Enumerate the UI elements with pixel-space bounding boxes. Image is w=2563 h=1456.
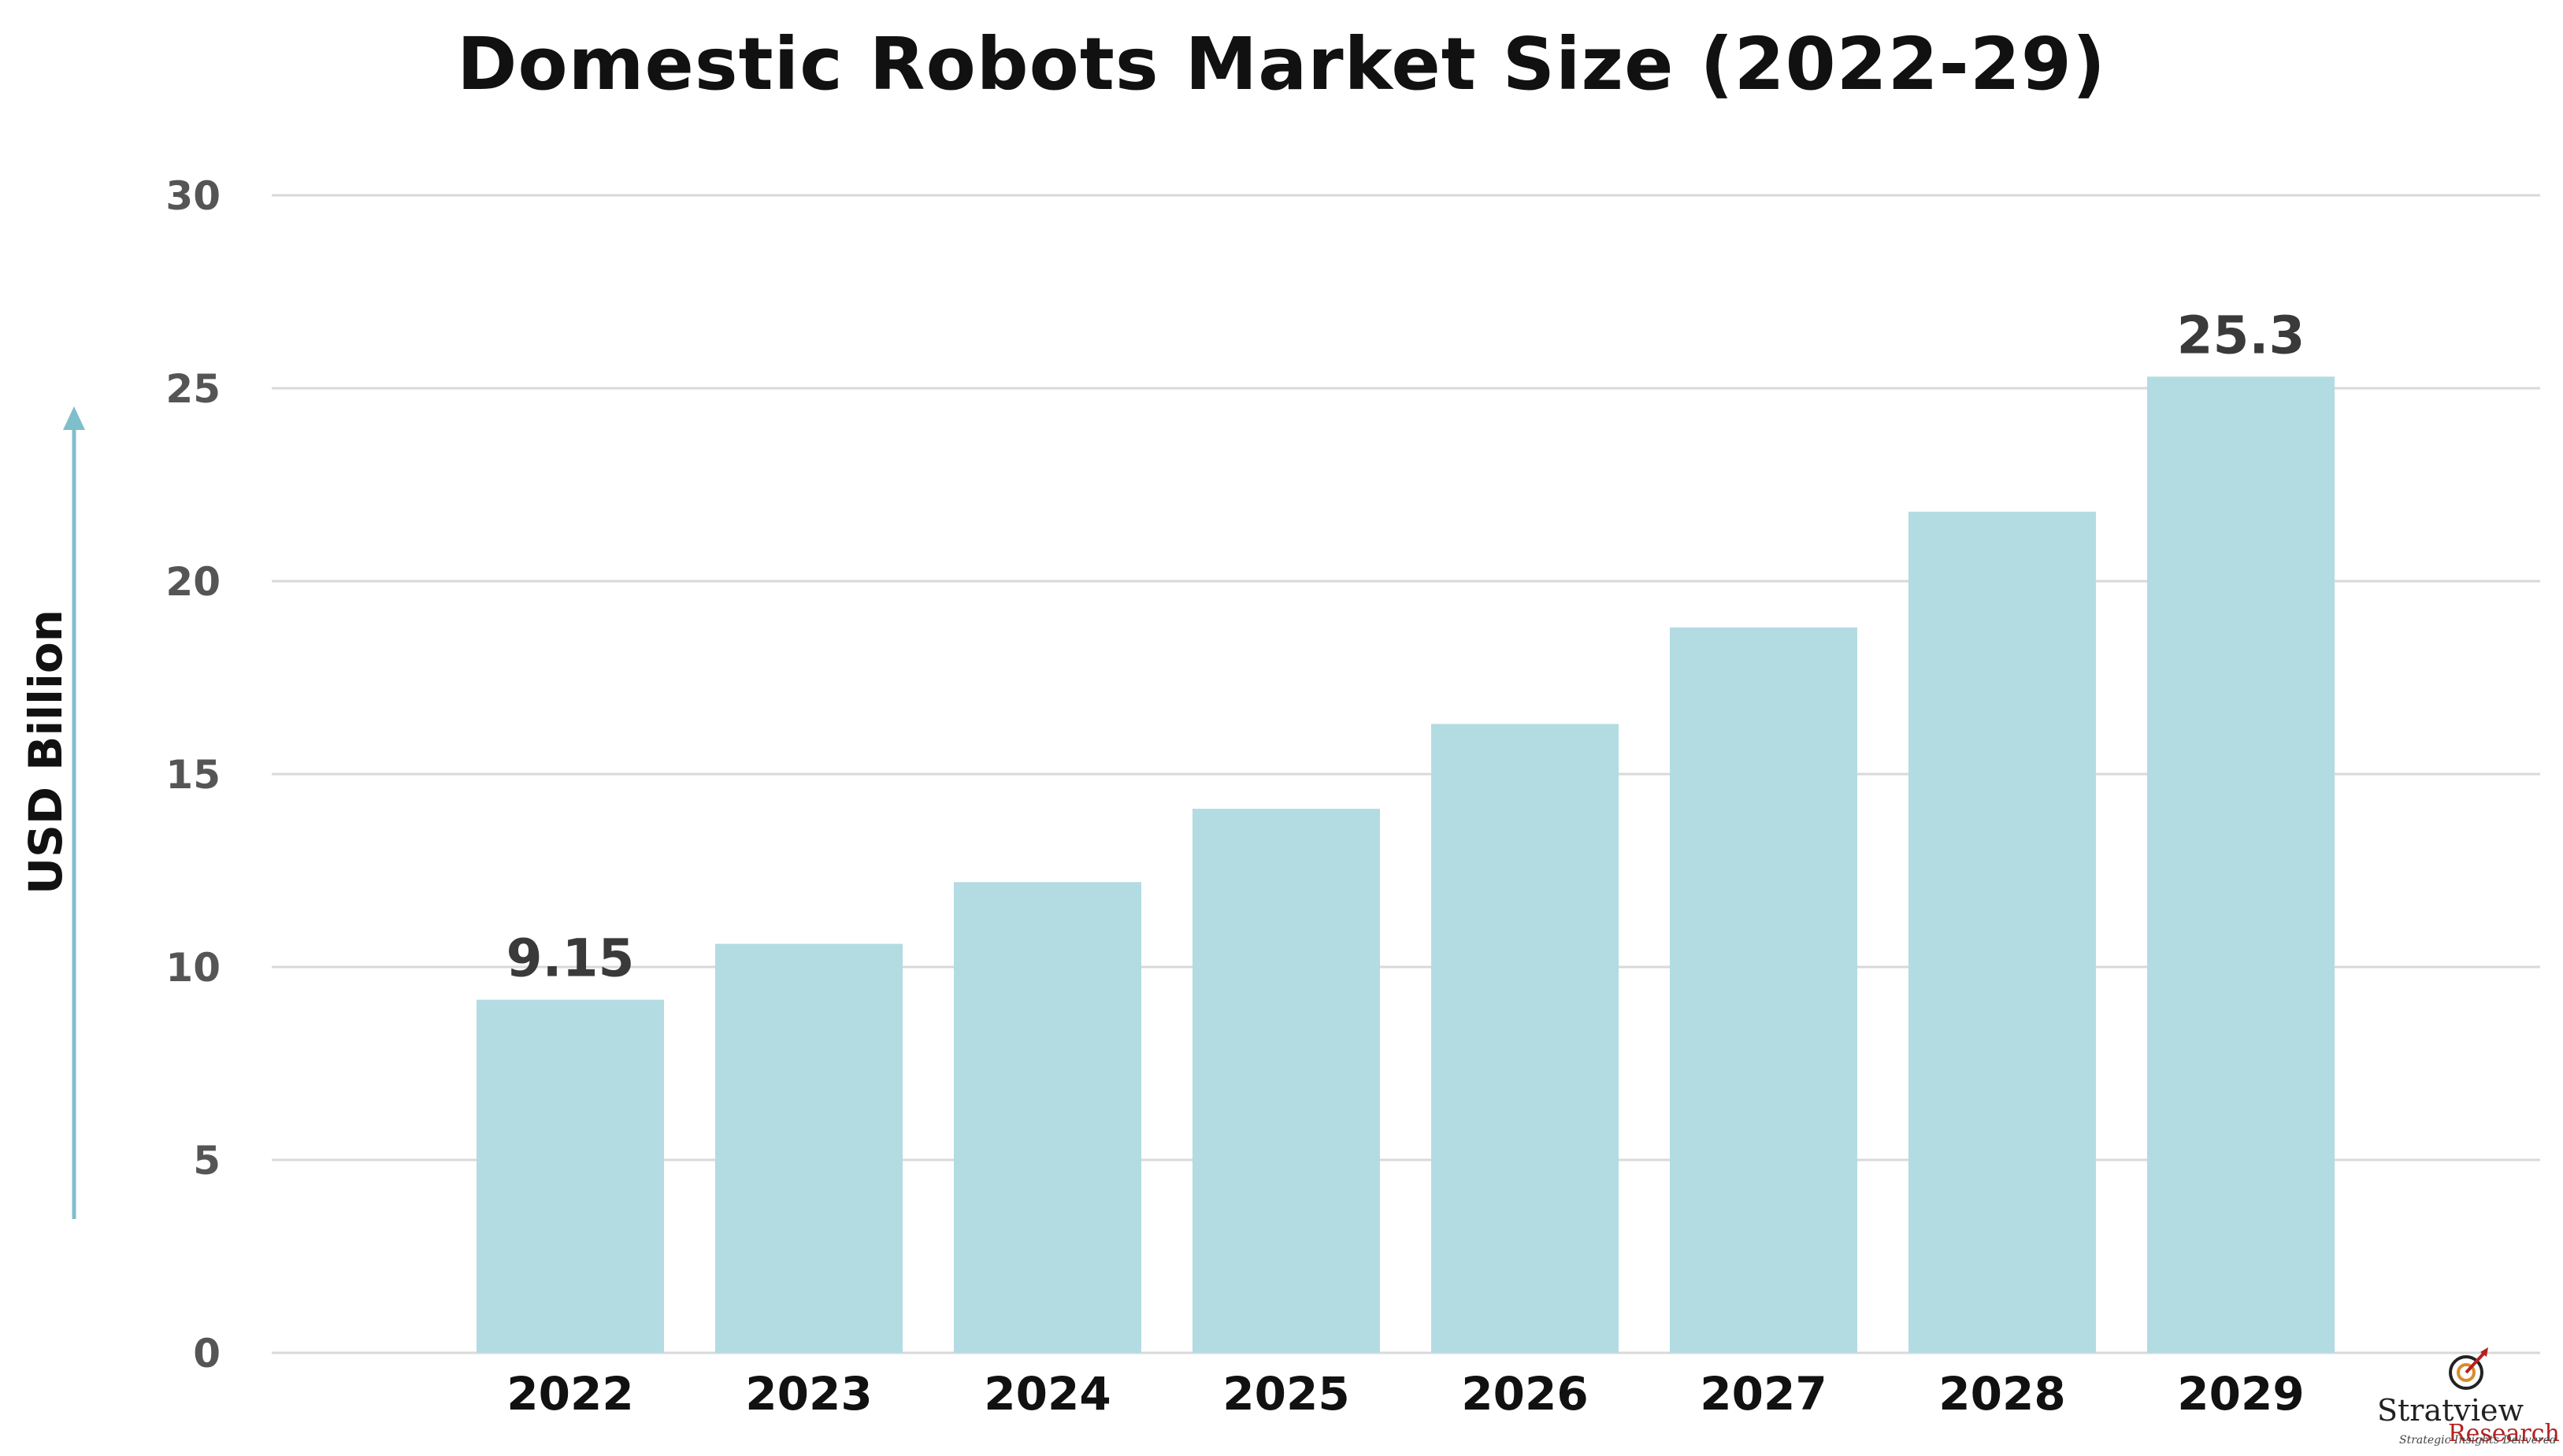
data-label: 9.15 [506,928,635,989]
x-tick-label: 2027 [1700,1367,1827,1421]
y-tick-label: 5 [193,1138,221,1184]
bar-2022 [477,999,664,1353]
x-tick-label: 2023 [745,1367,872,1421]
x-tick-label: 2024 [984,1367,1111,1421]
bar-2023 [715,943,903,1353]
stratview-logo: Stratview Research Strategic Insights De… [2355,1332,2560,1450]
logo-tagline: Strategic Insights Delivered [2399,1434,2557,1447]
bar-2024 [954,882,1141,1353]
y-axis-title-group: USD Billion [19,406,85,1219]
bar-2029 [2147,376,2335,1353]
data-label: 25.3 [2177,305,2305,365]
y-tick-label: 25 [165,366,221,412]
data-labels: 9.15 25.3 [506,305,2305,988]
y-tick-label: 10 [165,945,221,991]
arrow-head-icon [63,406,85,430]
y-tick-label: 20 [165,559,221,605]
bar-2027 [1670,627,1857,1353]
y-tick-label: 15 [165,752,221,798]
x-tick-label: 2026 [1461,1367,1588,1421]
x-tick-label: 2025 [1222,1367,1349,1421]
x-tick-label: 2022 [506,1367,633,1421]
bar-2025 [1192,809,1380,1353]
y-axis-title: USD Billion [19,609,72,895]
logo-name-research: Research [2448,1420,2560,1447]
x-tick-label: 2028 [1938,1367,2065,1421]
y-axis-ticks: 0 5 10 15 20 25 30 [165,173,221,1376]
target-arrow-icon [2449,1347,2488,1390]
y-tick-label: 30 [165,173,221,219]
bars [477,376,2335,1353]
bar-2026 [1431,724,1619,1353]
x-tick-label: 2029 [2177,1367,2304,1421]
logo-name: Stratview [2377,1393,2524,1428]
y-tick-label: 0 [193,1331,221,1376]
bar-2028 [1908,511,2096,1353]
chart-title: Domestic Robots Market Size (2022-29) [457,22,2106,106]
x-axis-labels: 2022 2023 2024 2025 2026 2027 2028 2029 [506,1367,2304,1421]
